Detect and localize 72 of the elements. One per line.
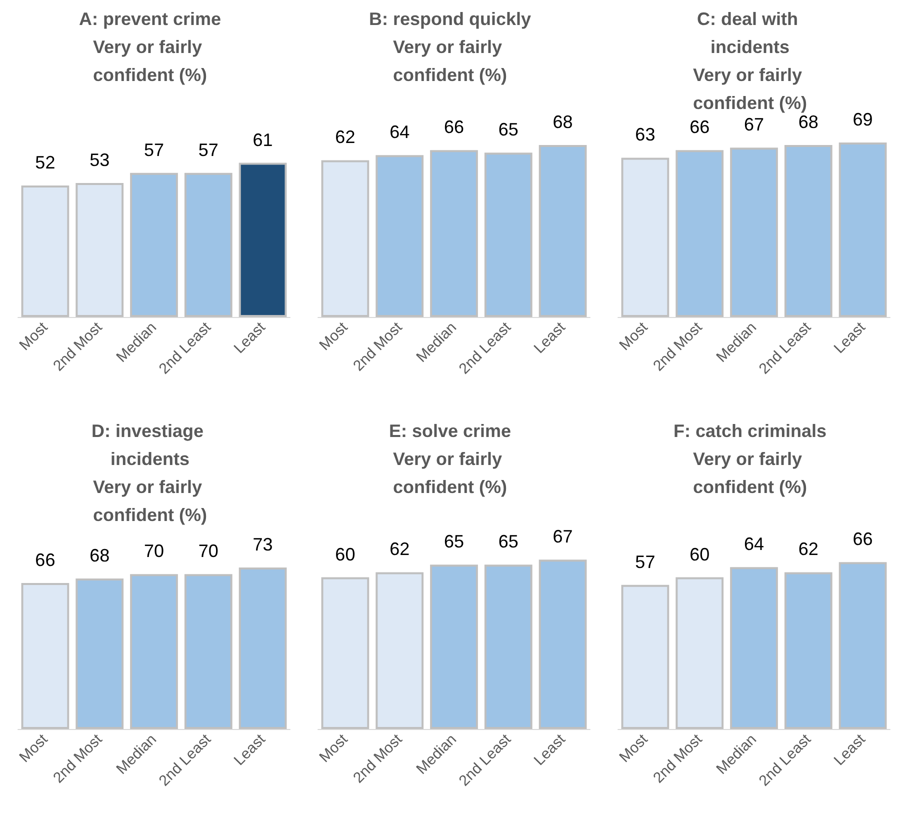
bar bbox=[430, 150, 478, 317]
bar bbox=[184, 172, 232, 317]
data-label: 70 bbox=[198, 541, 218, 562]
data-label: 53 bbox=[90, 150, 110, 170]
data-label: 68 bbox=[552, 112, 573, 132]
bar bbox=[838, 562, 887, 729]
data-label: 60 bbox=[690, 544, 710, 564]
data-label: 66 bbox=[444, 117, 464, 138]
bar bbox=[430, 564, 478, 729]
bar bbox=[130, 172, 178, 317]
data-label: 65 bbox=[498, 120, 518, 140]
bar bbox=[376, 572, 424, 729]
bar bbox=[484, 152, 532, 317]
data-label: 73 bbox=[252, 534, 273, 554]
bar bbox=[321, 577, 370, 729]
data-label: 66 bbox=[35, 550, 56, 570]
data-label: 67 bbox=[744, 114, 764, 135]
chart-subtitle: Very or fairly confident (%) bbox=[692, 449, 808, 497]
data-label: 64 bbox=[744, 534, 764, 554]
chart-title: E: solve crime bbox=[388, 421, 512, 441]
data-label: 63 bbox=[635, 124, 656, 145]
chart-subtitle: Very or fairly confident (%) bbox=[392, 37, 508, 85]
chart-title: B: respond quickly bbox=[368, 9, 532, 29]
bar bbox=[76, 182, 124, 317]
data-label: 60 bbox=[335, 544, 356, 564]
bar bbox=[376, 155, 424, 317]
bar bbox=[621, 158, 670, 317]
bar bbox=[76, 578, 124, 729]
chart-subtitle: Very or fairly confident (%) bbox=[692, 65, 808, 113]
data-label: 61 bbox=[252, 130, 273, 150]
data-label: 57 bbox=[635, 552, 656, 572]
bar bbox=[784, 145, 832, 317]
bar bbox=[676, 577, 724, 729]
chart-title: A: prevent crime bbox=[78, 9, 222, 29]
data-label: 57 bbox=[198, 140, 218, 160]
data-label: 64 bbox=[390, 122, 410, 142]
data-label: 68 bbox=[90, 546, 110, 566]
bar bbox=[321, 160, 370, 317]
bar bbox=[838, 142, 887, 317]
bar bbox=[21, 186, 70, 317]
chart-subtitle: Very or fairly confident (%) bbox=[92, 37, 208, 85]
chart-subtitle: Very or fairly confident (%) bbox=[92, 477, 208, 525]
chart-title: F: catch criminals bbox=[673, 421, 827, 441]
chart-subtitle: Very or fairly confident (%) bbox=[392, 449, 508, 497]
bar bbox=[730, 567, 778, 729]
data-label: 67 bbox=[552, 526, 573, 547]
bar bbox=[238, 567, 287, 729]
bar bbox=[730, 148, 778, 317]
bar bbox=[184, 574, 232, 729]
data-label: 65 bbox=[444, 532, 464, 552]
data-label: 62 bbox=[335, 127, 356, 148]
data-label: 65 bbox=[498, 532, 518, 552]
bar bbox=[676, 150, 724, 317]
data-label: 69 bbox=[852, 110, 873, 130]
bar bbox=[621, 584, 670, 729]
data-label: 68 bbox=[798, 112, 818, 132]
bar bbox=[538, 145, 587, 317]
bar bbox=[484, 564, 532, 729]
data-label: 62 bbox=[390, 539, 410, 560]
data-label: 66 bbox=[690, 117, 710, 138]
data-label: 70 bbox=[144, 541, 164, 562]
bar bbox=[784, 572, 832, 729]
data-label: 62 bbox=[798, 539, 818, 560]
chart-title: D: investiage incidents bbox=[91, 421, 209, 469]
data-label: 57 bbox=[144, 140, 164, 160]
chart-title: C: deal with incidents bbox=[696, 9, 804, 57]
bar bbox=[238, 162, 287, 317]
bar bbox=[130, 574, 178, 729]
bar bbox=[538, 560, 587, 729]
bar bbox=[21, 582, 70, 729]
data-label: 52 bbox=[35, 152, 56, 173]
data-label: 66 bbox=[852, 529, 873, 550]
